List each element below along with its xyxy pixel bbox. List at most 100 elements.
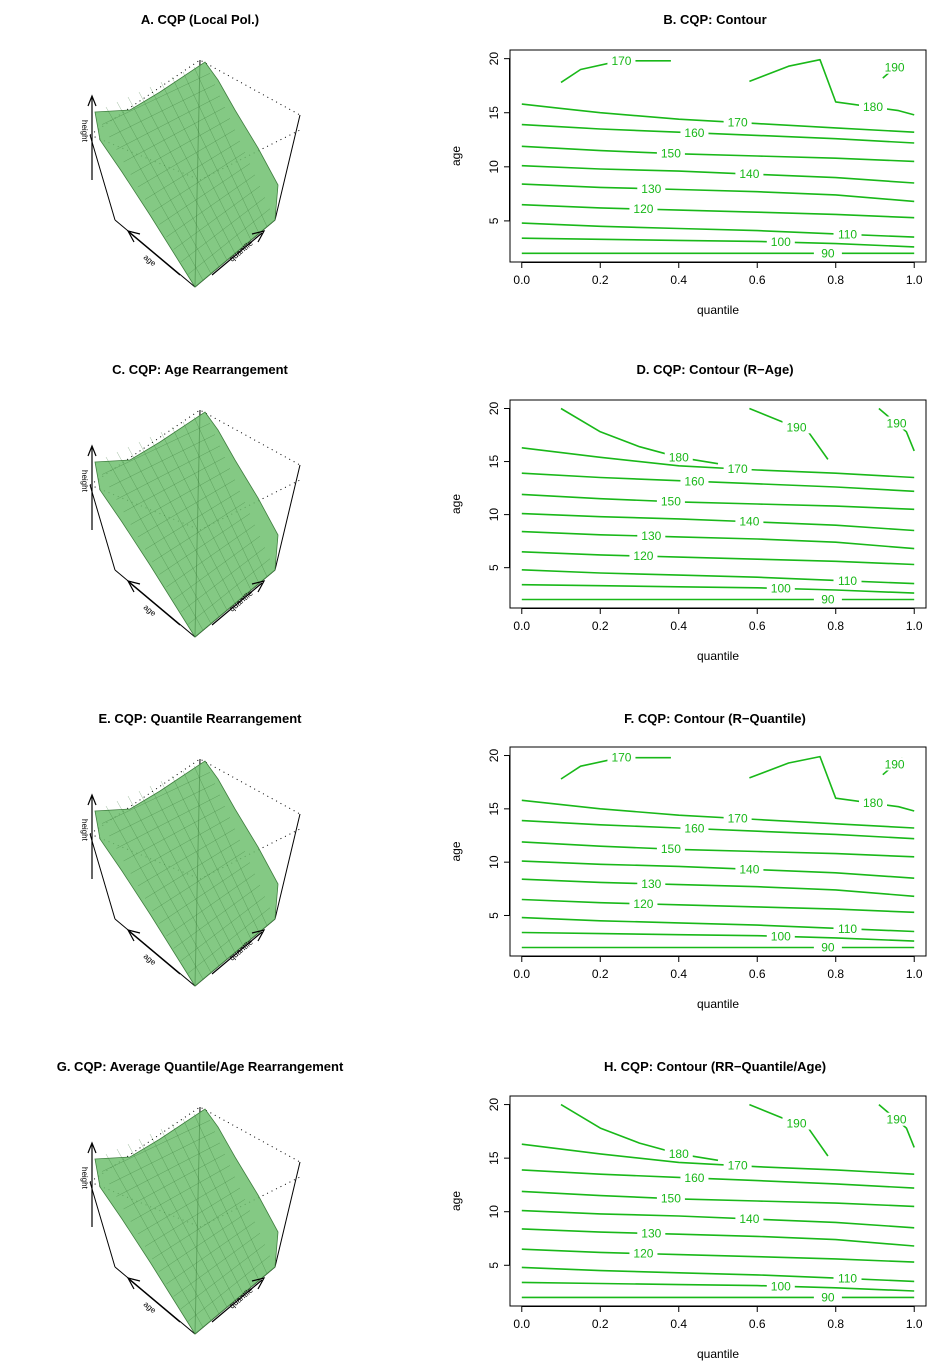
x-tick-label: 0.8 xyxy=(827,1317,844,1331)
contour-label-bg xyxy=(664,450,693,464)
contour-label-bg xyxy=(723,461,752,475)
surface-mesh-line xyxy=(149,785,236,953)
x-tick-label: 0.6 xyxy=(749,1317,766,1331)
contour-label-bg xyxy=(859,796,888,810)
contour-label: 170 xyxy=(728,811,748,825)
surface-mesh-line xyxy=(193,765,268,926)
y-tick-label: 20 xyxy=(487,749,501,763)
surface-mesh-line xyxy=(160,81,244,247)
contour-plot-h: 0.0 0.2 0.4 0.6 0.8 1.0 5 10 15 20 quantile age 90 10… xyxy=(449,1095,927,1361)
x-tick-label: 0.2 xyxy=(592,273,609,287)
contour-line-170 xyxy=(521,1143,915,1175)
x-tick-label: 1.0 xyxy=(906,967,923,981)
quantile-axis-arrowhead xyxy=(251,1277,266,1290)
height-axis-arrowhead xyxy=(87,444,97,457)
contour-label-bg xyxy=(813,592,842,606)
height-axis-label: height xyxy=(80,819,89,842)
contour-label: 160 xyxy=(684,1171,704,1185)
surface-mesh-line xyxy=(138,790,228,960)
contour-label: 150 xyxy=(661,495,681,509)
surface-mesh-line xyxy=(127,1143,220,1314)
contour-label: 140 xyxy=(739,862,759,876)
contour-label-bg xyxy=(680,1171,709,1185)
surface-mesh-line xyxy=(116,1148,212,1321)
surface-mesh-line xyxy=(160,780,244,946)
contour-label-bg xyxy=(723,1158,752,1172)
contour-line-140 xyxy=(521,1209,915,1229)
height-axis-arrowhead xyxy=(87,1141,97,1154)
contour-label-bg xyxy=(637,181,666,195)
contour-label-bg xyxy=(629,896,658,910)
age-axis-arrowhead xyxy=(126,929,141,942)
x-tick-label: 0.0 xyxy=(513,619,530,633)
contour-line-170 xyxy=(521,447,915,479)
height-surface xyxy=(94,1108,279,1335)
contour-label-bg xyxy=(735,514,764,528)
contour-label: 160 xyxy=(684,822,704,836)
contour-label: 120 xyxy=(633,1247,653,1261)
surface-mesh-line xyxy=(160,431,244,597)
y-axis-title: age xyxy=(449,146,463,166)
contour-label: 170 xyxy=(728,1159,748,1173)
contour-label-bg xyxy=(833,227,862,241)
contour-line-130 xyxy=(521,1228,915,1247)
contour-line-100 xyxy=(521,237,915,248)
contour-line-100 xyxy=(521,931,915,942)
panel-e-title: E. CQP: Quantile Rearrangement xyxy=(98,711,302,726)
contour-label-bg xyxy=(813,940,842,954)
contour-label: 110 xyxy=(838,574,857,588)
height-surface xyxy=(94,760,279,987)
contour-label-bg xyxy=(859,100,888,114)
y-tick-label: 5 xyxy=(487,912,501,919)
x-axis-title: quantile xyxy=(697,1347,739,1361)
x-axis-title: quantile xyxy=(697,303,739,317)
contour-label: 150 xyxy=(661,842,681,856)
y-tick-label: 15 xyxy=(487,455,501,469)
box-edge xyxy=(274,1161,301,1268)
age-axis-arrowhead xyxy=(126,1277,141,1290)
y-tick-label: 20 xyxy=(487,1098,501,1112)
panel-h-title: H. CQP: Contour (RR−Quantile/Age) xyxy=(603,1059,827,1074)
contour-label: 130 xyxy=(641,529,661,543)
quantile-axis-arrowhead xyxy=(251,929,266,942)
contour-label-bg xyxy=(766,929,795,943)
box-edge xyxy=(89,1181,116,1268)
surface-mesh-line xyxy=(116,101,212,274)
contour-label-bg xyxy=(637,1226,666,1240)
contour-label: 110 xyxy=(838,227,857,241)
contour-label: 170 xyxy=(728,115,748,129)
panel-d-title: D. CQP: Contour (R−Age) xyxy=(636,362,794,377)
x-tick-label: 0.6 xyxy=(749,619,766,633)
quantile-axis-arrow xyxy=(211,931,263,975)
box-edge xyxy=(89,484,116,571)
contour-label: 180 xyxy=(863,100,883,114)
x-axis-title: quantile xyxy=(697,997,739,1011)
contour-label: 160 xyxy=(684,126,704,140)
contour-label: 190 xyxy=(887,1113,907,1127)
box-edge xyxy=(274,114,301,221)
y-tick-label: 5 xyxy=(487,217,501,224)
age-axis-arrowhead xyxy=(126,580,141,593)
surface-mesh-line xyxy=(182,1118,260,1281)
surface-mesh-line xyxy=(182,71,260,234)
panel-b-title: B. CQP: Contour xyxy=(663,12,767,27)
contour-label: 130 xyxy=(641,1226,661,1240)
x-tick-label: 0.8 xyxy=(827,967,844,981)
age-axis-arrow xyxy=(129,232,181,276)
surface-mesh-line xyxy=(138,1138,228,1308)
y-tick-label: 10 xyxy=(487,508,501,522)
contour-line-120 xyxy=(521,1248,915,1263)
y-tick-label: 10 xyxy=(487,160,501,174)
surface-mesh-line xyxy=(105,1153,204,1328)
contour-line-200 xyxy=(878,1103,915,1148)
surface-mesh-line xyxy=(105,106,204,281)
contour-label: 190 xyxy=(885,61,905,75)
contour-label: 150 xyxy=(661,1192,681,1206)
x-tick-label: 0.0 xyxy=(513,273,530,287)
contour-line-130 xyxy=(521,183,915,203)
contour-line-170 xyxy=(521,799,915,829)
contour-label-bg xyxy=(813,246,842,260)
